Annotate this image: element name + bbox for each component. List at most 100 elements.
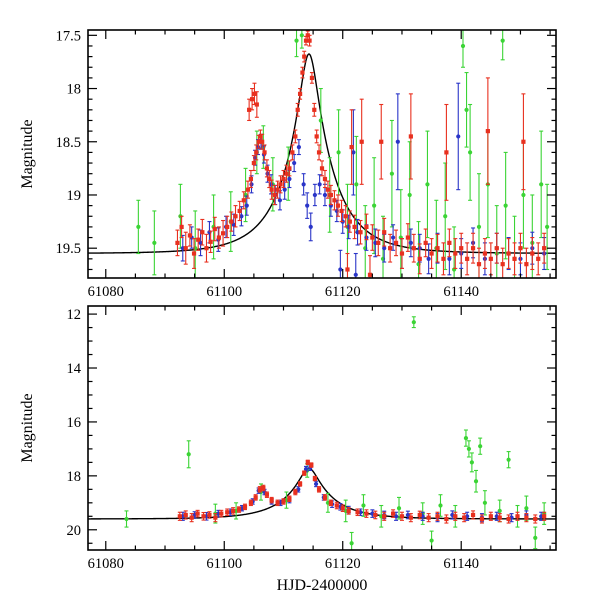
data-point bbox=[407, 192, 412, 198]
data-point bbox=[177, 514, 182, 519]
data-point bbox=[254, 150, 259, 155]
data-point bbox=[219, 511, 224, 516]
series-blue-photometry bbox=[180, 82, 547, 278]
data-point bbox=[417, 512, 422, 518]
data-point bbox=[256, 139, 261, 144]
data-point bbox=[376, 240, 381, 245]
axis-ticks bbox=[88, 306, 556, 550]
data-point bbox=[530, 251, 535, 256]
data-point bbox=[293, 134, 298, 139]
data-point bbox=[379, 139, 384, 144]
data-point bbox=[466, 446, 472, 451]
data-point bbox=[334, 503, 339, 508]
data-point bbox=[253, 495, 258, 500]
data-point bbox=[312, 476, 317, 481]
data-area bbox=[88, 316, 556, 550]
data-point bbox=[317, 182, 322, 187]
data-point bbox=[482, 251, 488, 256]
data-point bbox=[196, 237, 201, 242]
data-point bbox=[494, 246, 499, 251]
data-point bbox=[303, 38, 309, 43]
x-tick-label: 61140 bbox=[443, 556, 479, 572]
y-tick-label: 18 bbox=[67, 469, 82, 485]
data-point bbox=[213, 515, 218, 520]
data-point bbox=[257, 487, 262, 492]
data-point bbox=[297, 481, 303, 487]
data-point bbox=[408, 515, 413, 520]
data-point bbox=[275, 187, 280, 192]
x-tick-label: 61120 bbox=[325, 556, 361, 572]
data-point bbox=[396, 506, 402, 511]
data-point bbox=[390, 235, 396, 240]
data-point bbox=[441, 256, 446, 261]
data-point bbox=[287, 166, 292, 171]
data-point bbox=[296, 144, 301, 150]
data-point bbox=[249, 182, 254, 187]
data-point bbox=[322, 495, 328, 500]
data-point bbox=[212, 226, 217, 232]
y-tick-label: 12 bbox=[67, 307, 82, 323]
data-point bbox=[390, 511, 396, 516]
data-point bbox=[292, 160, 297, 166]
data-point bbox=[476, 224, 482, 230]
data-point bbox=[438, 503, 443, 508]
data-point bbox=[372, 203, 377, 208]
data-point bbox=[459, 246, 464, 251]
data-point bbox=[447, 240, 452, 245]
data-point bbox=[175, 240, 180, 245]
data-point bbox=[225, 224, 230, 230]
data-point bbox=[195, 511, 200, 516]
data-point bbox=[399, 251, 405, 256]
x-tick-label: 61080 bbox=[88, 556, 124, 572]
data-point bbox=[231, 222, 236, 227]
y-axis-label: Magnitude bbox=[19, 393, 36, 462]
data-point bbox=[261, 485, 266, 491]
data-point bbox=[488, 514, 493, 519]
data-point bbox=[314, 134, 319, 139]
model-light-curve bbox=[88, 53, 556, 254]
data-point bbox=[500, 38, 505, 43]
data-point bbox=[469, 460, 474, 465]
data-point bbox=[479, 516, 485, 522]
data-point bbox=[444, 516, 449, 522]
data-point bbox=[336, 150, 341, 155]
y-axis-label: Magnitude bbox=[19, 119, 36, 188]
data-point bbox=[198, 240, 203, 245]
x-axis-label: HJD-2400000 bbox=[277, 577, 368, 594]
data-point bbox=[251, 160, 256, 166]
data-point bbox=[465, 256, 470, 261]
data-point bbox=[426, 515, 431, 520]
data-point bbox=[328, 500, 333, 505]
data-point bbox=[444, 150, 449, 155]
data-point bbox=[408, 134, 413, 139]
data-point bbox=[462, 515, 467, 520]
data-point bbox=[345, 267, 350, 272]
data-point bbox=[453, 514, 458, 519]
data-point bbox=[389, 171, 395, 176]
data-point bbox=[332, 198, 337, 203]
data-point bbox=[305, 460, 310, 465]
data-point bbox=[239, 214, 244, 219]
data-point bbox=[200, 230, 205, 235]
y-tick-label: 18.5 bbox=[56, 135, 81, 151]
data-point bbox=[521, 192, 526, 198]
tick-labels: 61080 61100 61120 61140 17.5 18 18.5 19 19.5 bbox=[56, 28, 479, 300]
data-point bbox=[302, 54, 307, 59]
data-point bbox=[309, 462, 314, 468]
data-point bbox=[339, 208, 344, 214]
data-point bbox=[464, 107, 469, 112]
data-point bbox=[233, 214, 238, 219]
data-point bbox=[429, 538, 434, 543]
data-point bbox=[302, 471, 307, 476]
data-point bbox=[382, 246, 387, 251]
data-point bbox=[275, 500, 280, 505]
data-point bbox=[183, 512, 188, 518]
data-point bbox=[269, 498, 274, 503]
data-point bbox=[335, 203, 341, 208]
y-tick-label: 16 bbox=[67, 415, 82, 431]
data-point bbox=[272, 192, 277, 198]
data-point bbox=[443, 214, 448, 219]
data-point bbox=[281, 499, 286, 504]
data-point bbox=[313, 481, 319, 487]
